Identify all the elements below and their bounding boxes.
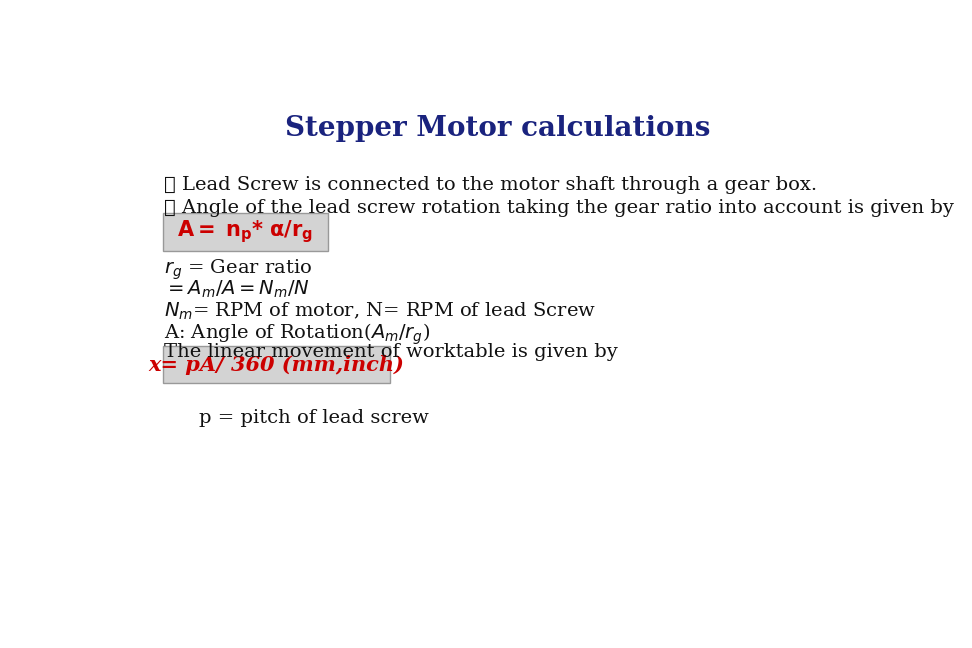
- FancyBboxPatch shape: [162, 213, 329, 251]
- Text: $= A_m/A= N_m/ N$: $= A_m/A= N_m/ N$: [164, 279, 310, 300]
- Text: A: Angle of Rotation($A_m/r_g$): A: Angle of Rotation($A_m/r_g$): [164, 322, 431, 347]
- Text: The linear movement of worktable is given by: The linear movement of worktable is give…: [164, 343, 618, 362]
- FancyBboxPatch shape: [162, 346, 391, 384]
- Text: ❖ Lead Screw is connected to the motor shaft through a gear box.: ❖ Lead Screw is connected to the motor s…: [164, 176, 817, 194]
- Text: ❖ Angle of the lead screw rotation taking the gear ratio into account is given b: ❖ Angle of the lead screw rotation takin…: [164, 200, 954, 218]
- Text: x= pA/ 360 (mm,inch): x= pA/ 360 (mm,inch): [149, 355, 404, 375]
- Text: $\mathbf{A{=}\ n_p{*}\ \alpha/r_g}$: $\mathbf{A{=}\ n_p{*}\ \alpha/r_g}$: [178, 218, 314, 245]
- Text: p = pitch of lead screw: p = pitch of lead screw: [199, 409, 429, 427]
- Text: $r_g$ = Gear ratio: $r_g$ = Gear ratio: [164, 257, 312, 282]
- Text: $N_m$= RPM of motor, N= RPM of lead Screw: $N_m$= RPM of motor, N= RPM of lead Scre…: [164, 300, 596, 321]
- Text: Stepper Motor calculations: Stepper Motor calculations: [286, 115, 711, 142]
